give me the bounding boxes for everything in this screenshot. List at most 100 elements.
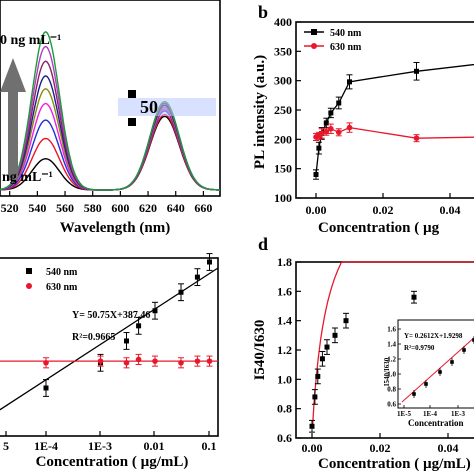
panel-b-legend: 540 nm 630 nm bbox=[304, 28, 362, 53]
panel-a-highlight-band bbox=[118, 98, 216, 116]
panel-a-x-tick-label: 660 bbox=[194, 201, 212, 215]
panel-a-x-tick-label: 620 bbox=[139, 201, 157, 215]
panel-c-r2: R²=0.9665 bbox=[72, 332, 115, 343]
panel-d-label: d bbox=[258, 234, 268, 254]
inset-y-tick-label: 0.8 bbox=[387, 386, 396, 394]
panel-c-x-ticks: 5 1E-4 1E-3 0.01 0.1 bbox=[3, 431, 217, 453]
data-point bbox=[346, 124, 353, 131]
inset-ylabel: I540/I630 bbox=[383, 357, 391, 386]
data-point bbox=[123, 360, 130, 366]
legend-c-540-marker bbox=[26, 268, 32, 274]
panel-c-x-tick-label: 0.1 bbox=[202, 439, 217, 453]
panel-b-plot bbox=[313, 61, 474, 180]
data-point bbox=[324, 344, 330, 350]
data-point bbox=[135, 356, 142, 363]
data-point bbox=[347, 79, 352, 85]
data-point bbox=[336, 100, 342, 106]
bracket-bottom bbox=[128, 118, 136, 126]
data-point bbox=[328, 125, 334, 132]
spectrum-curve-8 bbox=[0, 30, 220, 191]
inset-data-point bbox=[412, 392, 416, 396]
data-point bbox=[178, 360, 184, 366]
data-point bbox=[152, 358, 158, 364]
legend-c-630-marker bbox=[26, 283, 32, 289]
inset-y-tick-label: 1.6 bbox=[387, 326, 396, 334]
panel-c-equation: Y= 50.75X+387.46 bbox=[72, 310, 150, 321]
inset-data-point bbox=[472, 338, 474, 342]
panel-c: 5 1E-4 1E-3 0.01 0.1 Concentration ( µg/mL) … bbox=[0, 253, 219, 470]
panel-a-x-tick-label: 560 bbox=[56, 201, 74, 215]
panel-b-x-tick-label: 0.02 bbox=[373, 203, 394, 217]
panel-d-y-tick-label: 1.2 bbox=[277, 343, 292, 357]
data-point bbox=[309, 423, 315, 429]
panel-d-x-ticks: 0.000.020.040.060.0 bbox=[302, 433, 459, 455]
panel-b-x-tick-label: 0.00 bbox=[306, 203, 327, 217]
panel-c-x-tick-label: 5 bbox=[3, 439, 9, 453]
inset-data-point bbox=[424, 382, 428, 386]
data-point bbox=[206, 358, 213, 364]
inset-data-point bbox=[438, 370, 442, 374]
arrow-shaft bbox=[8, 90, 18, 180]
panel-b-y-tick-label: 100 bbox=[274, 191, 292, 205]
panel-c-x-tick-label: 0.01 bbox=[144, 439, 165, 453]
panel-b-x-ticks: 0.000.020.040.060 bbox=[306, 193, 461, 217]
legend-c-540-label: 540 nm bbox=[46, 267, 78, 278]
data-point bbox=[124, 338, 130, 344]
data-point bbox=[411, 294, 417, 300]
fit-curve bbox=[312, 261, 474, 425]
panel-d-xlabel: Concentration ( µg/mL) bbox=[318, 456, 471, 472]
data-point bbox=[136, 323, 142, 329]
panel-a-x-ticks: 520 540 560 580 600 620 640 660 bbox=[1, 191, 212, 215]
panel-c-frame bbox=[0, 257, 219, 437]
arrow-head bbox=[0, 58, 26, 92]
panel-a-x-tick-label: 520 bbox=[1, 201, 19, 215]
panel-c-x-tick-label: 1E-3 bbox=[88, 439, 112, 453]
inset-data-point bbox=[450, 360, 454, 364]
panel-a-xlabel: Wavelength (nm) bbox=[60, 220, 170, 236]
data-point bbox=[194, 274, 200, 280]
data-point bbox=[323, 120, 329, 126]
panel-d-y-ticks: 0.6 0.8 1.0 1.2 1.4 1.6 1.8 bbox=[277, 255, 301, 445]
data-point bbox=[343, 318, 349, 324]
inset-frame bbox=[397, 319, 474, 409]
panel-b-x-tick-label: 0.04 bbox=[440, 203, 461, 217]
data-point bbox=[316, 145, 322, 151]
panel-d-inset: Y= 0.2612X+1.9298 R²=0.9790 Concentratio… bbox=[383, 319, 474, 428]
panel-d-y-tick-label: 0.8 bbox=[277, 402, 292, 416]
panel-c-plot bbox=[0, 253, 219, 411]
inset-plot bbox=[401, 336, 474, 403]
inset-r2: R²=0.9790 bbox=[404, 344, 435, 352]
inset-data-point bbox=[462, 348, 466, 352]
panel-b-y-tick-label: 200 bbox=[274, 132, 292, 146]
legend-630-label: 630 nm bbox=[330, 42, 362, 53]
inset-x-tick-label: 1E-5 bbox=[397, 410, 412, 418]
inset-y-ticks: 0.6 0.8 1.0 1.2 1.4 1.6 bbox=[387, 326, 401, 409]
inset-y-tick-label: 0.6 bbox=[387, 401, 396, 409]
annotation-top: 0 ng mL⁻¹ bbox=[0, 33, 61, 48]
panel-d-plot bbox=[309, 261, 474, 433]
inset-equation: Y= 0.2612X+1.9298 bbox=[404, 332, 463, 340]
panel-d-y-tick-label: 1.4 bbox=[277, 314, 292, 328]
data-point bbox=[312, 394, 318, 400]
panel-b-y-tick-label: 250 bbox=[274, 103, 292, 117]
panel-d-x-tick-label: 0.00 bbox=[302, 441, 323, 455]
legend-540-label: 540 nm bbox=[330, 28, 362, 39]
arrow bbox=[0, 58, 26, 180]
panel-a-curves bbox=[0, 30, 220, 191]
data-point bbox=[152, 308, 158, 314]
panel-b-y-ticks: 100 150 200 250 300 350 400 bbox=[274, 15, 301, 205]
data-point bbox=[207, 259, 212, 265]
panel-b-label: b bbox=[258, 2, 268, 22]
panel-d-x-tick-label: 0.04 bbox=[438, 441, 459, 455]
panel-d-y-tick-label: 1.8 bbox=[277, 255, 292, 269]
data-point bbox=[414, 68, 419, 74]
panel-d-y-tick-label: 0.6 bbox=[277, 431, 292, 445]
panel-b-y-tick-label: 150 bbox=[274, 162, 292, 176]
panel-a-x-tick-label: 640 bbox=[167, 201, 185, 215]
inset-y-tick-label: 1.4 bbox=[387, 341, 396, 349]
panel-a-frame bbox=[0, 0, 221, 197]
data-point bbox=[328, 110, 334, 116]
data-point bbox=[323, 128, 330, 135]
panel-d-y-tick-label: 1.0 bbox=[277, 372, 292, 386]
